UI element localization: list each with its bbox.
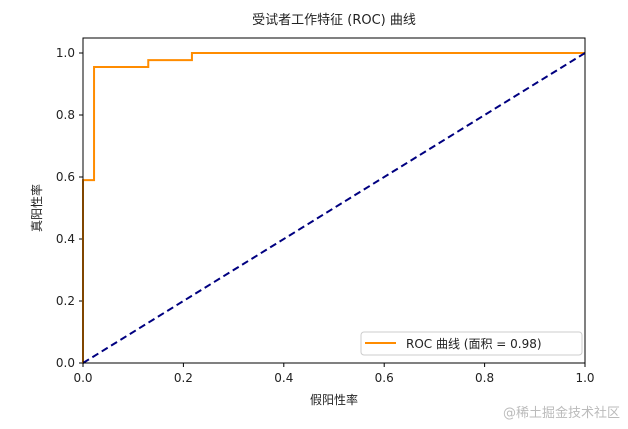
x-tick-label: 0.0 (73, 371, 92, 385)
y-tick-label: 0.8 (56, 108, 75, 122)
x-tick-label: 0.2 (174, 371, 193, 385)
roc-curve-line (82, 52, 585, 363)
y-tick-label: 0.4 (56, 232, 75, 246)
x-tick-label: 0.6 (375, 371, 394, 385)
y-tick-label: 0.6 (56, 170, 75, 184)
legend: ROC 曲线 (面积 = 0.98) (360, 331, 583, 356)
legend-box (360, 331, 583, 356)
x-tick-label: 0.8 (475, 371, 494, 385)
random-guess-line (82, 52, 586, 364)
plot-frame (82, 37, 586, 364)
x-tick-label: 1.0 (575, 371, 594, 385)
x-axis-label: 假阳性率 (310, 392, 358, 407)
y-tick-label: 0.2 (56, 294, 75, 308)
y-tick-label: 1.0 (56, 46, 75, 60)
x-tick-label: 0.4 (274, 371, 293, 385)
watermark: @稀土掘金技术社区 (502, 406, 620, 421)
chart-title: 受试者工作特征 (ROC) 曲线 (252, 13, 416, 28)
legend-label: ROC 曲线 (面积 = 0.98) (406, 337, 542, 351)
y-axis-label: 真阳性率 (29, 184, 44, 232)
y-tick-label: 0.0 (56, 356, 75, 370)
